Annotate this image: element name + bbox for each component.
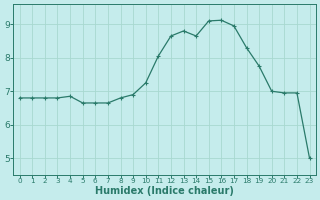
X-axis label: Humidex (Indice chaleur): Humidex (Indice chaleur) (95, 186, 234, 196)
